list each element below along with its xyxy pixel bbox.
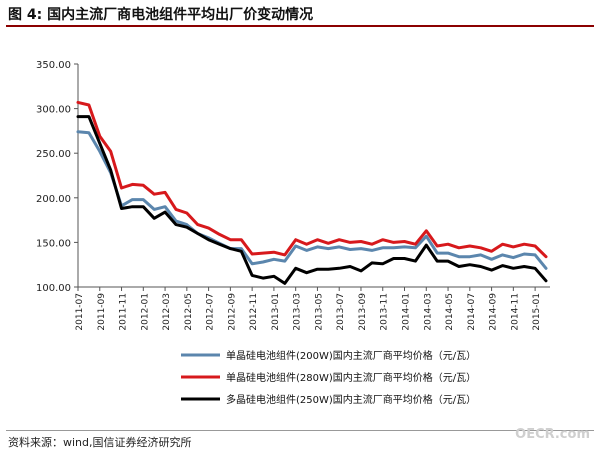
- x-tick-label: 2012-11: [249, 293, 259, 331]
- x-tick-label: 2014-07: [467, 293, 477, 331]
- x-tick-label: 2012-03: [162, 293, 172, 331]
- legend-label-3: 多晶硅电池组件(250W)国内主流厂商平均价格（元/瓦）: [226, 393, 476, 406]
- x-tick-label: 2012-05: [184, 293, 194, 331]
- x-tick-label: 2013-09: [358, 293, 368, 331]
- x-tick-label: 2011-11: [119, 293, 129, 331]
- y-tick-label: 350.00: [36, 60, 71, 71]
- x-tick-label: 2012-09: [227, 293, 237, 331]
- x-tick-label: 2015-01: [532, 293, 542, 331]
- legend: 单晶硅电池组件(200W)国内主流厂商平均价格（元/瓦） 单晶硅电池组件(280W…: [181, 349, 476, 406]
- x-tick-label: 2014-03: [423, 293, 433, 331]
- y-tick-label: 200.00: [36, 194, 71, 205]
- x-tick-label: 2014-01: [402, 293, 412, 331]
- source-divider: [6, 430, 594, 431]
- legend-label-1: 单晶硅电池组件(200W)国内主流厂商平均价格（元/瓦）: [226, 349, 476, 362]
- y-tick-label: 300.00: [36, 105, 71, 116]
- x-tick-label: 2014-05: [445, 293, 455, 331]
- x-tick-label: 2013-07: [336, 293, 346, 331]
- x-tick-label: 2013-05: [314, 293, 324, 331]
- source-note: 资料来源：wind,国信证券经济研究所: [8, 436, 192, 449]
- series-lines: [76, 100, 548, 285]
- chart-axes: [77, 64, 550, 288]
- y-tick-label: 250.00: [36, 149, 71, 160]
- x-tick-label: 2013-01: [271, 293, 281, 331]
- series-line-3: [76, 115, 548, 285]
- title-divider: [6, 25, 594, 27]
- chart-title: 图 4: 国内主流厂商电池组件平均出厂价变动情况: [8, 7, 314, 23]
- x-tick-labels: 2011-07 2011-09 2011-11 2012-01 2012-03 2012-…: [75, 287, 542, 331]
- y-tick-label: 100.00: [36, 283, 71, 294]
- series-line-1: [76, 130, 548, 270]
- series-line-2: [76, 100, 548, 259]
- y-tick-labels: 350.00 300.00 250.00 200.00 150.00 100.00: [36, 60, 78, 294]
- x-tick-label: 2013-03: [293, 293, 303, 331]
- x-tick-label: 2012-01: [140, 293, 150, 331]
- y-tick-label: 150.00: [36, 238, 71, 249]
- watermark: OECR.com: [515, 427, 590, 442]
- x-tick-label: 2014-11: [510, 293, 520, 331]
- x-tick-label: 2012-07: [206, 293, 216, 331]
- x-tick-label: 2011-09: [97, 293, 107, 331]
- x-tick-label: 2013-11: [380, 293, 390, 331]
- legend-label-2: 单晶硅电池组件(280W)国内主流厂商平均价格（元/瓦）: [226, 371, 476, 384]
- x-tick-label: 2011-07: [75, 293, 85, 331]
- x-tick-label: 2014-09: [489, 293, 499, 331]
